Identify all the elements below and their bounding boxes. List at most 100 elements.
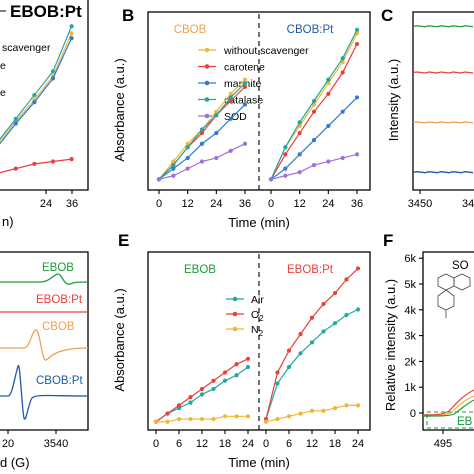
panel-f-ring-1 — [437, 273, 455, 291]
panel-f-ytick-label-3: 3k — [404, 331, 416, 343]
panel-b-legend-marker-4 — [204, 113, 210, 119]
panel-e-left-series-2-point-5 — [211, 416, 216, 422]
panel-b-right-series-2-point-4 — [326, 123, 331, 129]
panel-b-left-series-1-point-5 — [228, 98, 233, 104]
panel-d-xtick-label-2: 3540 — [44, 438, 68, 450]
panel-b-left-series-2-point-6 — [242, 102, 248, 107]
panel-e-left-series-1-point-6 — [222, 370, 228, 375]
panel-e-legend-label-1: O2 — [251, 309, 264, 323]
panel-f-ytick-label-5: 5k — [404, 279, 416, 291]
panel-e-left-series-1-point-5 — [211, 378, 216, 383]
panel-e-letter: E — [118, 231, 129, 250]
panel-f-dashed-box — [426, 411, 474, 429]
panel-e-right-series-0-point-7 — [344, 312, 349, 318]
panel-b-left-series-4-point-2 — [185, 166, 190, 171]
panel-e-legend-marker-1 — [232, 311, 238, 317]
panel-e-left-series-2-point-6 — [222, 414, 228, 419]
panel-c-xtick-label-2: 34 — [462, 198, 474, 210]
panel-e-left-series-0-point-5 — [211, 386, 216, 392]
panel-d-label-ebobpt: EBOB:Pt — [36, 294, 83, 306]
panel-a-series-3-point-6 — [69, 157, 74, 162]
panel-b-right-series-3-point-4 — [326, 77, 331, 82]
panel-e-right-series-0-point-2 — [286, 364, 292, 370]
panel-b-left-series-2-point-3 — [199, 141, 205, 146]
panel-f-letter: F — [383, 231, 393, 250]
panel-e-xtick-label-3: 18 — [219, 438, 231, 450]
panel-b-right-series-3-point-3 — [311, 98, 317, 104]
panel-f-ring-3 — [437, 289, 455, 311]
panel-f-yticks: 0 1k 2k 3k 4k 5k 6k — [404, 253, 423, 420]
panel-c-ylabel: Intensity (a.u.) — [386, 59, 401, 141]
panel-d-xtick-label-1: 20 — [2, 438, 14, 450]
panel-b-left-series-3-point-3 — [199, 127, 205, 132]
panel-e-right-series-2-point-0 — [263, 419, 269, 424]
panel-b-legend-marker-2 — [204, 80, 210, 86]
panel-e-left-series-1-point-4 — [199, 386, 205, 392]
panel-b-ylabel: Absorbance (a.u.) — [112, 58, 127, 161]
panel-b-right-series-4-point-0 — [268, 177, 274, 182]
panel-a-series-2-point-6 — [69, 24, 74, 29]
panel-a-legend-fragment-1: scavenger — [2, 42, 51, 54]
panel-b-right-series-1-point-5 — [340, 70, 345, 75]
panel-e-xtick-label-7: 12 — [306, 438, 318, 450]
panel-b-left-series-3-point-4 — [214, 113, 219, 118]
panel-f-trace-red — [422, 389, 474, 416]
panel-b-left-series-1-point-6 — [242, 84, 248, 89]
panel-e-right-series-2-point-3 — [298, 411, 303, 416]
panel-f-box-label: EB — [457, 416, 473, 428]
panel-f-trace-yellow — [422, 395, 474, 417]
panel-e-right-series-0-point-5 — [321, 329, 326, 334]
panel-c-letter: C — [381, 6, 393, 25]
panel-b-left-series-4-point-3 — [199, 159, 205, 164]
panel-f-structure — [437, 273, 471, 318]
panel-f-header-fragment: SO — [452, 260, 469, 272]
panel-b-left-series-4-point-6 — [242, 141, 248, 146]
panel-b-xtick-label-3: 36 — [239, 198, 251, 210]
panel-b-right-series-1-point-2 — [297, 130, 302, 136]
panel-e-left-series-2-point-4 — [199, 416, 205, 422]
panel-e-header-left: EBOB — [184, 264, 216, 276]
panel-a-series-3-point-4 — [32, 161, 37, 166]
panel-a-series-2-point-5 — [50, 69, 56, 74]
panel-b-xticks: 0 12 24 36 0 12 24 36 — [156, 190, 363, 210]
panel-b-legend-label-2: mannite — [224, 78, 262, 90]
panel-a-series-0-point-6 — [69, 31, 74, 36]
panel-b-left-series-2-point-4 — [214, 130, 219, 136]
panel-b-xtick-label-1: 12 — [182, 198, 194, 210]
panel-b-right-series-3-point-2 — [297, 120, 302, 125]
panel-b-series — [156, 27, 360, 182]
panel-b-right-series-4-point-4 — [326, 159, 331, 164]
panel-e-right-series-1-point-2 — [286, 348, 292, 353]
panel-b-right-series-2-point-5 — [340, 109, 345, 114]
panel-a-series-1-point-5 — [50, 76, 56, 81]
panel-c-trace-1 — [412, 71, 474, 74]
panel-e-right-series-2-point-6 — [332, 405, 338, 411]
panel-e-right-series-2-point-5 — [321, 408, 326, 413]
panel-e-xtick-label-1: 6 — [176, 438, 182, 450]
panel-e: E Absorbance (a.u.) EBOB EBOB:Pt Air O2N2… — [112, 231, 371, 470]
panel-f: F Relative intensity (a.u.) 0 1k 2k 3k 4k 5k 6… — [383, 231, 474, 450]
panel-d-xlabel: d (G) — [0, 455, 30, 470]
panel-a-series-1-point-6 — [69, 36, 74, 41]
panel-e-left-series-2-point-3 — [188, 416, 193, 422]
panel-b-right-series-4-point-6 — [354, 152, 360, 157]
panel-b-xtick-label-4: 0 — [268, 198, 274, 210]
panel-e-legend-subscript-2: 2 — [259, 329, 264, 338]
panel-e-left-series-0-point-3 — [188, 400, 193, 405]
panel-e-right-series-1-point-1 — [275, 370, 280, 375]
panel-e-right-series-1-point-8 — [355, 266, 361, 271]
panel-e-right-series-1-point-7 — [344, 277, 349, 282]
panel-b-xtick-label-2: 24 — [210, 198, 222, 210]
panel-a-xtick-label-36: 36 — [66, 198, 78, 210]
panel-e-series — [153, 266, 361, 424]
panel-e-left-series-0-point-6 — [222, 378, 228, 383]
panel-e-left-series-1-point-2 — [176, 403, 182, 408]
panel-e-legend-label-0: Air — [251, 294, 264, 306]
panel-e-xticks: 0 6 12 18 24 0 6 12 18 24 — [153, 430, 364, 450]
panel-a-series-2-point-4 — [32, 92, 37, 98]
panel-b-xlabel: Time (min) — [228, 215, 290, 230]
panel-e-left-series-2-point-2 — [176, 416, 182, 422]
panel-e-left-series-1-point-3 — [188, 395, 193, 400]
panel-a-series-1 — [0, 37, 73, 145]
panel-f-ytick-label-2: 2k — [404, 356, 416, 368]
